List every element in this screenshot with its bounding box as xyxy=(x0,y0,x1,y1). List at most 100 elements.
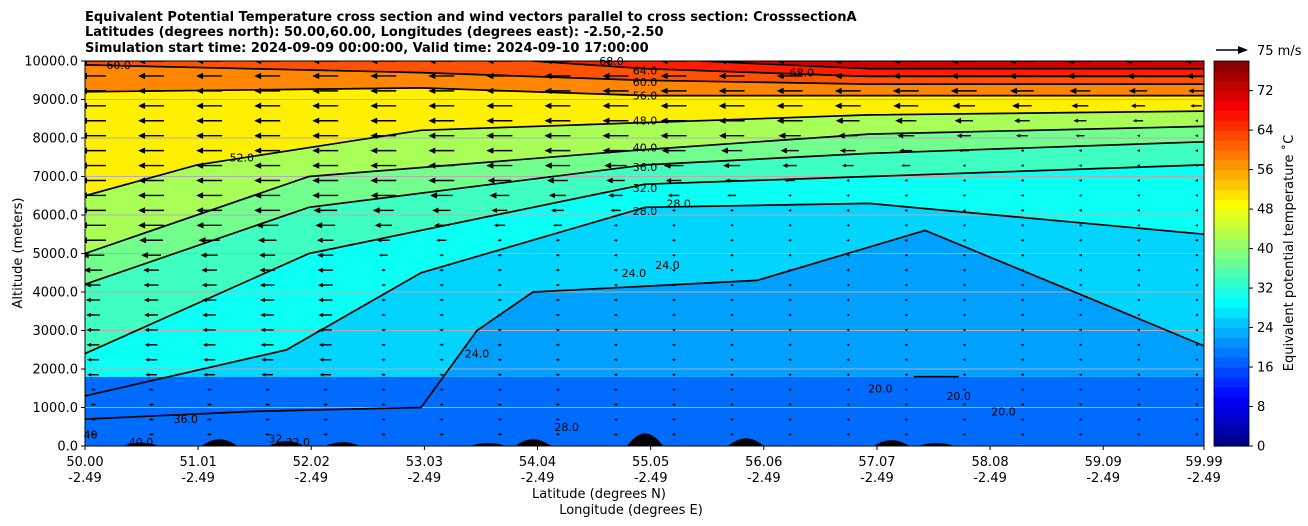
wind-arrow xyxy=(497,403,502,406)
field-cell xyxy=(97,279,102,348)
field-cell xyxy=(677,147,682,164)
field-cell xyxy=(569,61,574,64)
field-cell xyxy=(1105,225,1110,306)
wind-arrow xyxy=(846,253,850,257)
field-cell xyxy=(1029,130,1034,148)
field-cell xyxy=(1185,76,1190,85)
wind-arrow xyxy=(439,328,444,332)
field-cell xyxy=(765,64,770,73)
field-cell xyxy=(345,61,350,71)
field-cell xyxy=(973,131,978,150)
field-cell xyxy=(945,76,950,85)
field-cell xyxy=(381,376,386,446)
field-cell xyxy=(1109,307,1114,377)
field-cell xyxy=(497,127,502,162)
field-cell xyxy=(1165,84,1170,96)
wind-arrowhead xyxy=(671,373,675,377)
wind-arrow xyxy=(962,179,966,182)
field-cell xyxy=(405,132,410,169)
wind-arrow xyxy=(729,388,734,391)
field-cell xyxy=(313,206,318,253)
field-cell xyxy=(949,84,954,96)
field-cell xyxy=(553,92,558,126)
field-cell xyxy=(997,61,1002,69)
wind-arrow xyxy=(1078,343,1082,347)
field-cell xyxy=(881,68,886,77)
wind-arrow xyxy=(1194,433,1198,436)
wind-arrowhead xyxy=(381,403,385,406)
colorbar-tick-label: 24 xyxy=(1257,321,1274,336)
field-cell xyxy=(1189,111,1194,127)
field-cell xyxy=(377,198,382,240)
field-cell xyxy=(1177,376,1182,446)
wind-arrowhead xyxy=(259,297,265,303)
field-cell xyxy=(977,84,982,96)
field-cell xyxy=(1033,218,1038,276)
wind-arrow xyxy=(1020,358,1024,362)
field-cell xyxy=(469,163,474,187)
wind-arrowhead xyxy=(555,268,559,272)
wind-arrowhead xyxy=(497,238,501,242)
wind-arrow xyxy=(613,403,618,406)
colorbar-segment xyxy=(1214,130,1249,141)
wind-arrow xyxy=(1067,72,1093,80)
field-cell xyxy=(409,232,414,279)
field-cell xyxy=(453,262,458,361)
field-cell xyxy=(625,187,630,213)
field-cell xyxy=(709,120,714,146)
field-cell xyxy=(701,182,706,207)
wind-arrowhead xyxy=(85,102,87,109)
field-cell xyxy=(973,84,978,96)
field-cell xyxy=(897,61,902,69)
field-cell xyxy=(693,70,698,82)
contour-line-24.0 xyxy=(85,229,1204,420)
wind-arrow xyxy=(497,253,502,257)
field-cell xyxy=(641,122,646,150)
field-cell xyxy=(981,172,986,214)
field-cell xyxy=(601,94,606,125)
field-cell xyxy=(357,308,362,377)
wind-arrowhead xyxy=(1194,194,1198,197)
wind-arrowhead xyxy=(439,433,443,436)
field-cell xyxy=(981,84,986,96)
wind-arrow xyxy=(613,238,618,242)
field-cell xyxy=(669,69,674,81)
field-cell xyxy=(481,376,486,446)
wind-arrowhead xyxy=(1020,328,1024,332)
field-cell xyxy=(1077,84,1082,96)
field-cell xyxy=(793,376,798,446)
wind-arrow xyxy=(370,72,397,80)
field-cell xyxy=(105,376,110,446)
field-cell xyxy=(209,240,214,298)
field-cell xyxy=(357,88,362,140)
field-cell xyxy=(513,61,518,76)
field-cell xyxy=(1025,147,1030,172)
field-cell xyxy=(445,371,450,377)
field-cell xyxy=(1033,275,1038,377)
field-cell xyxy=(877,176,882,205)
field-cell xyxy=(1073,376,1078,446)
field-cell xyxy=(589,289,594,377)
field-cell xyxy=(417,167,422,194)
wind-arrowhead xyxy=(1020,179,1024,182)
field-cell xyxy=(1169,68,1174,77)
field-cell xyxy=(501,376,506,446)
contour-label: 36.0 xyxy=(174,413,199,426)
field-cell xyxy=(1117,61,1122,69)
field-cell xyxy=(721,160,726,182)
field-cell xyxy=(1173,333,1178,377)
wind-arrow xyxy=(904,268,908,272)
field-cell xyxy=(905,133,910,153)
field-cell xyxy=(1037,112,1042,131)
field-cell xyxy=(125,239,130,270)
wind-arrowhead xyxy=(196,72,204,80)
field-cell xyxy=(425,88,430,131)
field-cell xyxy=(585,289,590,377)
field-cell xyxy=(337,203,342,248)
field-cell xyxy=(869,61,874,69)
field-cell xyxy=(1149,61,1154,69)
field-cell xyxy=(89,91,94,195)
wind-arrow xyxy=(497,283,502,287)
x-tick-label-latitude: 57.07 xyxy=(858,455,895,470)
wind-arrowhead xyxy=(604,162,612,169)
